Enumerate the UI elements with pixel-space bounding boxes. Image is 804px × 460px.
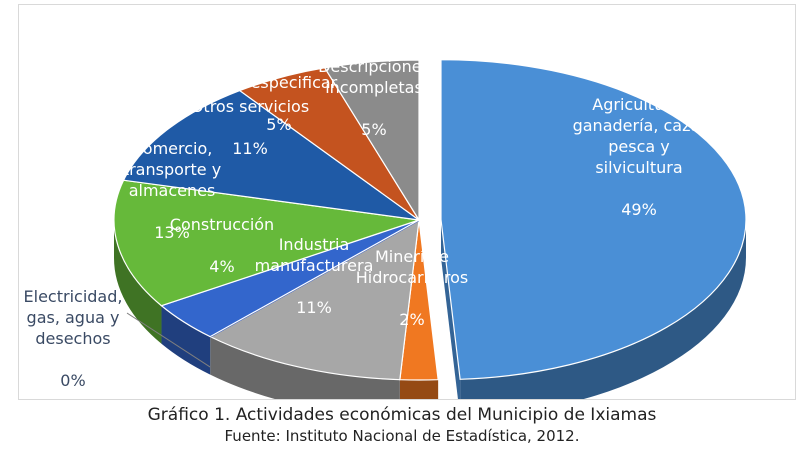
slice-pct-electricidad: 0%	[60, 371, 86, 390]
slice-name-sin-especificar: Sin especificar	[220, 73, 338, 92]
slice-name-agricultura: Agricultura, ganadería, caza, pesca y si…	[572, 95, 706, 177]
slice-descripciones	[323, 59, 420, 223]
slice-agricultura	[440, 59, 747, 380]
slice-otros	[122, 89, 420, 221]
slice-name-otros: Otros servicios	[190, 97, 310, 116]
caption-title: Gráfico 1. Actividades económicas del Mu…	[147, 405, 657, 425]
slice-label-otros: Otros servicios 11%	[185, 75, 315, 159]
pie-chart	[113, 59, 747, 399]
slice-name-mineria: Minería e Hidrocarburos	[355, 247, 469, 287]
chart-frame: Agricultura, ganadería, caza, pesca y si…	[18, 4, 796, 400]
slice-pct-construccion: 4%	[209, 257, 235, 276]
slice-name-electricidad: Electricidad, gas, agua y desechos	[23, 287, 123, 348]
slice-pct-industria: 11%	[296, 298, 332, 317]
slice-label-industria: Industria manufacturera 11%	[244, 213, 384, 318]
slice-label-sin-especificar: Sin especificar 5%	[209, 51, 349, 135]
slice-pct-otros: 11%	[232, 139, 268, 158]
slice-label-comercio: Comercio, transporte y almacenes 13%	[107, 117, 237, 243]
caption-source: Fuente: Instituto Nacional de Estadístic…	[224, 427, 580, 445]
slice-comercio	[113, 179, 420, 307]
slice-pct-agricultura: 49%	[621, 200, 657, 219]
slice-pct-mineria: 2%	[399, 310, 425, 329]
slice-side-mineria	[399, 379, 439, 399]
slice-name-descripciones: Descripciones incompletas	[318, 57, 430, 97]
slice-pct-sin-especificar: 5%	[266, 115, 292, 134]
slice-pct-comercio: 13%	[154, 223, 190, 242]
leader-line-electricidad	[126, 312, 211, 368]
slice-pct-descripciones: 5%	[361, 120, 387, 139]
slice-side-agricultura	[460, 219, 746, 399]
figure-caption: Gráfico 1. Actividades económicas del Mu…	[0, 404, 804, 446]
slice-side-industria	[210, 336, 400, 399]
slice-name-industria: Industria manufacturera	[254, 235, 374, 275]
slice-side-comercio	[114, 220, 162, 344]
slice-label-mineria: Minería e Hidrocarburos 2%	[347, 225, 477, 330]
slice-label-electricidad: Electricidad, gas, agua y desechos 0%	[19, 265, 127, 391]
slice-name-construccion: Construcción	[169, 215, 275, 234]
slice-label-agricultura: Agricultura, ganadería, caza, pesca y si…	[539, 73, 739, 220]
slice-label-construccion: Construcción 4%	[157, 193, 287, 277]
slice-industria	[208, 218, 420, 381]
slice-label-descripciones: Descripciones incompletas 5%	[309, 35, 439, 140]
slice-side-construccion	[161, 305, 211, 375]
slice-name-comercio: Comercio, transporte y almacenes	[122, 139, 222, 200]
